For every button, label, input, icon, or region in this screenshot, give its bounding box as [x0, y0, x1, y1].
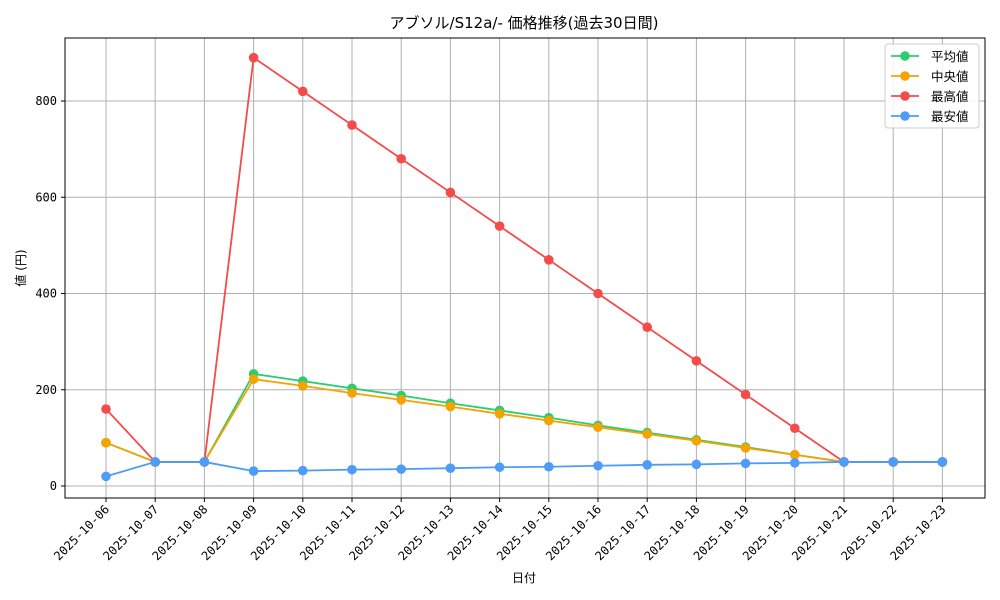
data-point	[790, 449, 800, 460]
data-point	[248, 52, 259, 63]
y-tick-label: 0	[50, 479, 57, 493]
data-point	[101, 437, 111, 448]
data-point	[396, 464, 407, 474]
data-point	[494, 409, 505, 419]
data-point	[298, 86, 308, 97]
y-axis-ticks: 0 200 400 600 800	[35, 94, 65, 493]
data-point	[248, 466, 259, 476]
legend-marker-icon	[900, 51, 910, 61]
data-point	[396, 395, 407, 405]
data-point	[937, 457, 948, 467]
data-point	[199, 457, 210, 467]
data-point	[347, 464, 357, 475]
data-point	[445, 401, 456, 412]
data-point	[642, 322, 652, 332]
grid-lines	[65, 38, 985, 498]
data-point	[593, 288, 603, 299]
data-point	[691, 459, 702, 470]
data-point	[790, 458, 800, 468]
x-axis-label: 日付	[512, 571, 536, 585]
legend-label: 中央値	[931, 69, 969, 84]
y-axis-label: 値 (円)	[13, 249, 28, 286]
y-tick-label: 400	[35, 287, 57, 301]
legend-item: 最高値	[891, 89, 969, 104]
data-point	[593, 460, 603, 471]
legend-label: 平均値	[931, 49, 969, 64]
y-tick-label: 600	[35, 190, 57, 204]
data-point	[150, 457, 160, 467]
legend-label: 最高値	[931, 89, 969, 104]
data-point	[888, 457, 898, 467]
plot-area-frame	[64, 37, 986, 499]
data-point	[593, 422, 603, 433]
data-point	[839, 457, 849, 467]
legend-marker-icon	[900, 91, 910, 101]
data-point	[642, 429, 652, 439]
series-lines	[101, 52, 948, 482]
data-point	[740, 389, 751, 400]
data-point	[248, 374, 259, 384]
series-3	[101, 457, 948, 482]
data-point	[445, 463, 456, 473]
data-point	[101, 471, 111, 482]
series-2	[101, 52, 948, 467]
data-point	[740, 458, 751, 469]
data-point	[347, 120, 357, 130]
data-point	[691, 435, 702, 446]
data-point	[740, 443, 751, 453]
legend-marker-icon	[900, 71, 910, 81]
data-point	[544, 255, 554, 265]
data-point	[544, 415, 554, 426]
data-point	[298, 465, 308, 476]
chart-title: アブソル/S12a/- 価格推移(過去30日間)	[390, 14, 659, 32]
legend-box	[884, 43, 980, 129]
x-axis-ticks: 2025-10-062025-10-072025-10-082025-10-09…	[51, 498, 949, 563]
data-point	[691, 356, 702, 366]
data-point	[494, 462, 505, 473]
legend-label: 最安値	[931, 109, 969, 124]
y-tick-label: 800	[35, 94, 57, 108]
data-point	[347, 388, 357, 398]
data-point	[298, 381, 308, 391]
data-point	[494, 221, 505, 231]
series-line	[105, 461, 943, 478]
y-tick-label: 200	[35, 383, 57, 397]
series-line	[105, 56, 943, 463]
data-point	[396, 153, 407, 164]
data-point	[544, 461, 554, 472]
legend-item: 平均値	[891, 49, 969, 64]
data-point	[790, 423, 800, 434]
legend-marker-icon	[900, 111, 910, 121]
series-line	[105, 378, 943, 463]
series-1	[101, 374, 948, 467]
legend-item: 最安値	[891, 109, 969, 124]
legend-item: 中央値	[891, 69, 969, 84]
data-point	[445, 187, 456, 198]
data-point	[101, 404, 111, 414]
data-point	[642, 460, 652, 470]
